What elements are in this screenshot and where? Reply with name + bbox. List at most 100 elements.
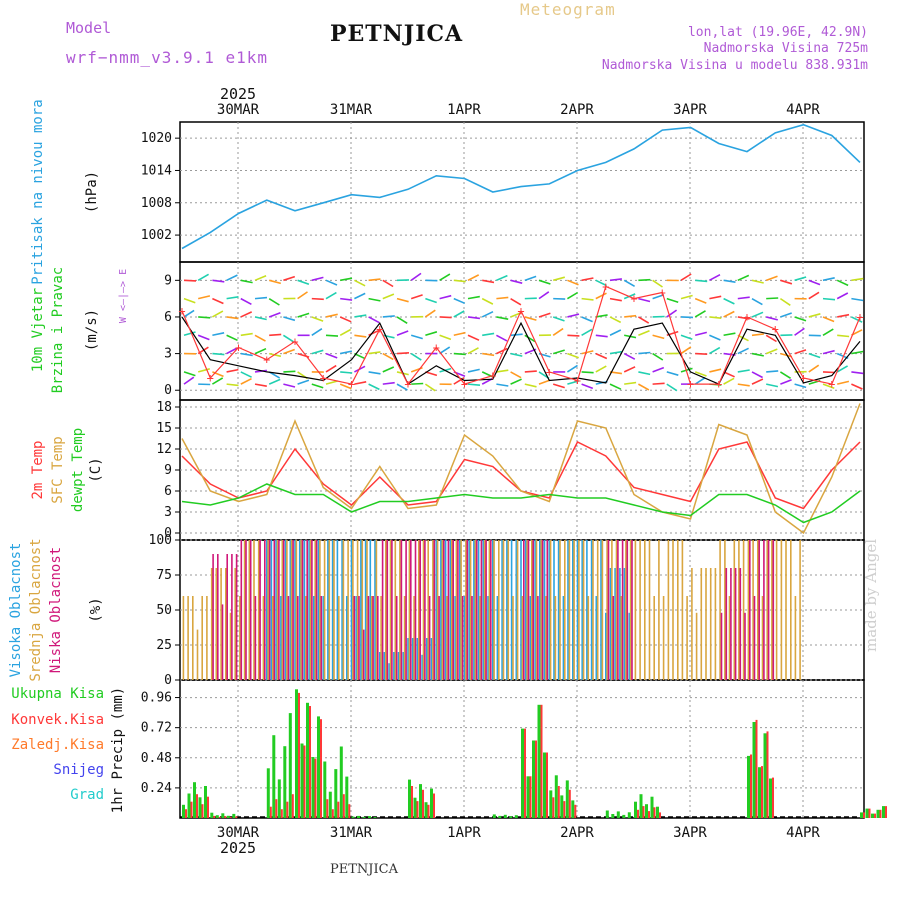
wind-arrow: [808, 364, 820, 373]
wind-arrow: [751, 311, 764, 318]
wind-arrow: [794, 276, 807, 282]
precip-conv-bar: [874, 813, 876, 818]
wind-arrow: [283, 275, 296, 282]
wind-arrow: [510, 297, 522, 306]
wind-arrow: [609, 278, 622, 282]
year-label-bottom: 2025: [220, 839, 256, 857]
precip-total-bar: [627, 812, 631, 818]
wind-arrow: [297, 291, 308, 300]
wind-gust-marker: +: [772, 322, 779, 336]
wind-arrow: [396, 316, 408, 324]
wind-arrow: [283, 316, 296, 322]
wind-arrow: [510, 333, 523, 337]
precip-conv-bar: [433, 793, 435, 818]
precip-total-bar: [871, 813, 874, 818]
precip-total-bar: [362, 816, 366, 818]
precip-conv-bar: [314, 758, 317, 818]
wind-gust-line: [181, 285, 861, 386]
wind-arrow: [439, 346, 451, 355]
precip-total-bar: [876, 809, 880, 818]
precip-conv-bar: [416, 801, 419, 818]
precip-conv-bar: [524, 728, 526, 818]
y-tick-label: 1014: [141, 163, 172, 178]
wind-arrow: [382, 293, 395, 300]
precip-total-bar: [537, 704, 541, 818]
wind-arrow: [538, 279, 551, 285]
wind-arrow: [581, 350, 594, 355]
wind-arrow: [524, 370, 537, 373]
precip-total-bar: [317, 716, 320, 818]
y-tick-label: 6: [164, 484, 172, 499]
precip-total-bar: [616, 811, 620, 818]
wind-arrow: [638, 297, 651, 303]
wind-arrow: [581, 371, 594, 374]
x-tick-label-top: 31MAR: [330, 102, 373, 118]
precip-total-bar: [865, 808, 869, 818]
wind-arrow: [382, 315, 395, 318]
wind-arrow: [595, 365, 607, 373]
wind-gust-marker: +: [348, 377, 355, 391]
y-tick-label: 15: [156, 421, 172, 436]
wind-arrow: [368, 278, 381, 282]
wind-arrow: [822, 383, 835, 389]
precip-total-bar: [277, 779, 281, 818]
precip-total-bar: [419, 784, 422, 818]
wind-arrow: [609, 329, 622, 336]
wind-arrow: [524, 383, 537, 388]
y-tick-label: 50: [156, 603, 172, 618]
wind-arrow: [339, 383, 352, 390]
precip-total-bar: [498, 815, 502, 818]
precip-total-bar: [882, 806, 885, 818]
wind-arrow: [822, 277, 835, 282]
wind-arrow: [723, 297, 735, 305]
precip-legend-3: Snijeg: [53, 762, 104, 778]
wind-ylabel-2: Brzina i Pravac: [50, 267, 66, 393]
wind-arrow: [581, 383, 594, 390]
wind-arrow: [766, 297, 779, 300]
wind-arrow: [609, 297, 622, 302]
wind-arrow: [837, 380, 850, 385]
precip-conv-bar: [863, 812, 865, 818]
cloud-unit: (%): [88, 597, 104, 622]
wind-arrow: [595, 292, 607, 300]
precip-total-bar: [306, 702, 309, 818]
precip-total-bar: [622, 814, 626, 818]
wind-arrow: [439, 316, 452, 319]
wind-arrow: [283, 383, 296, 388]
precip-total-bar: [283, 746, 287, 818]
precip-conv-bar: [637, 809, 639, 818]
wind-arrow: [623, 366, 636, 373]
wind-arrow: [226, 296, 239, 300]
wind-arrow: [382, 279, 394, 288]
wind-arrow: [765, 334, 777, 343]
x-tick-label-bottom: 4APR: [786, 825, 820, 841]
wind-arrow: [794, 383, 807, 389]
wind-arrow: [254, 296, 268, 300]
wind-arrow: [311, 276, 324, 282]
wind-arrow: [425, 371, 438, 377]
precip-conv-bar: [574, 804, 577, 818]
wind-arrow: [595, 314, 608, 318]
wind-arrow: [453, 352, 466, 356]
precip-total-bar: [323, 761, 327, 818]
precip-total-bar: [565, 780, 569, 818]
wind-gust-marker: +: [856, 310, 863, 324]
precip-total-bar: [198, 797, 202, 818]
wind-arrow: [680, 294, 693, 300]
wind-gust-marker: +: [630, 292, 637, 306]
precip-total-bar: [758, 767, 761, 818]
wind-arrow: [268, 378, 281, 385]
wind-arrow: [240, 311, 253, 318]
panel-frame: [179, 121, 865, 263]
x-tick-label-bottom: 1APR: [447, 825, 481, 841]
wind-arrow: [325, 313, 338, 318]
temp-ylabel-sfc: SFC Temp: [50, 436, 66, 503]
wind-arrow: [567, 334, 580, 337]
wind-arrow: [822, 328, 834, 336]
precip-total-bar: [226, 815, 230, 818]
y-tick-label: 3: [164, 347, 172, 362]
wind-gust-marker: +: [433, 340, 440, 354]
wind-arrow: [212, 332, 225, 337]
wind-gust-marker: +: [546, 365, 553, 379]
wind-arrow: [595, 380, 608, 385]
